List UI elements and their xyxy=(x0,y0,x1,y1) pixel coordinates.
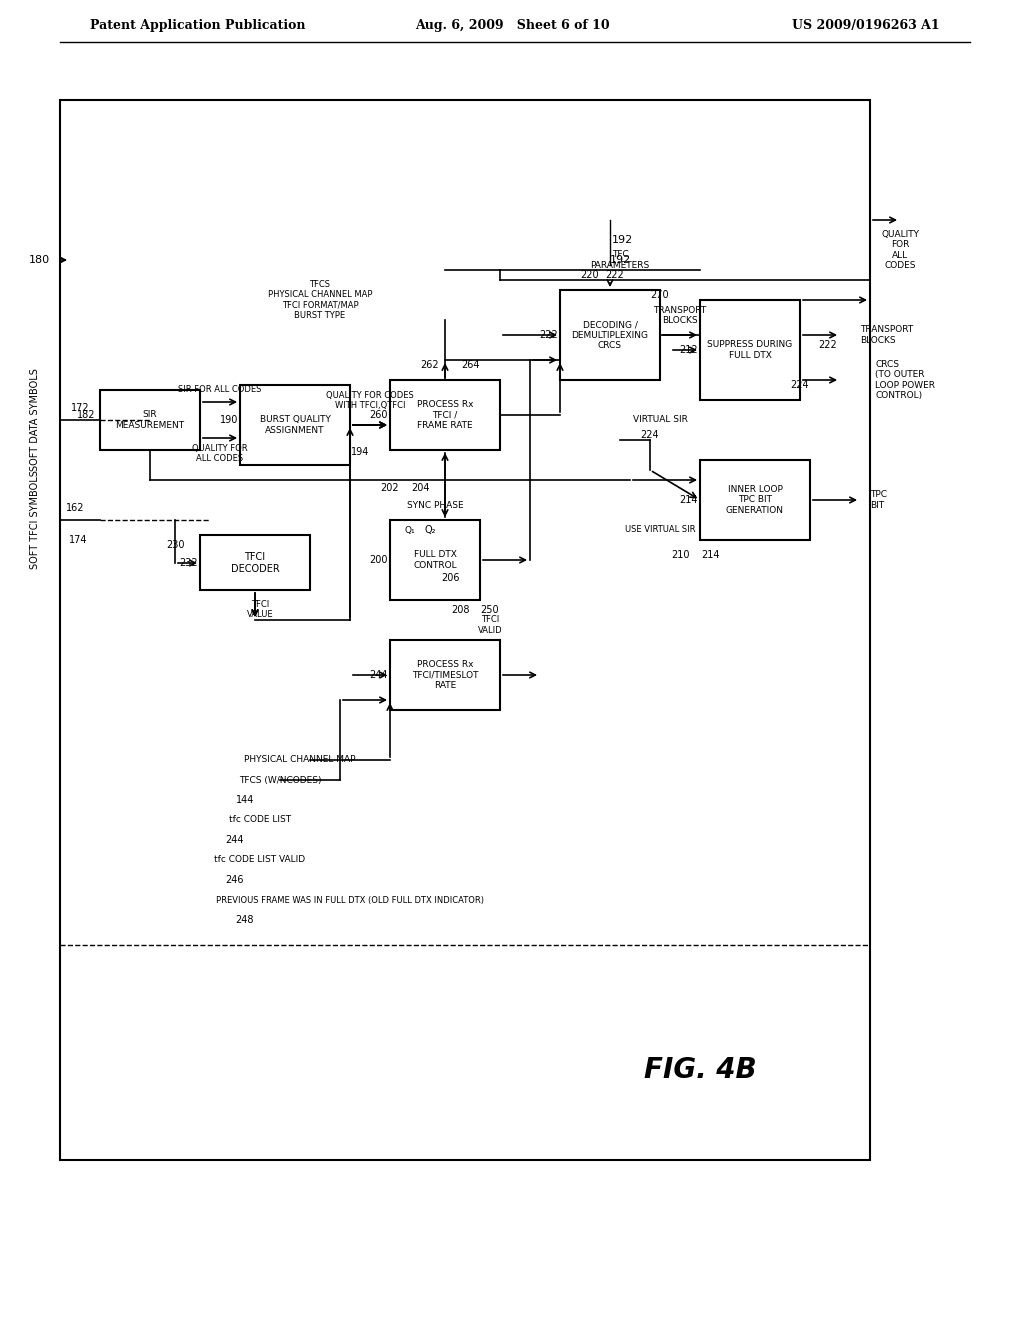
Text: tfc CODE LIST: tfc CODE LIST xyxy=(229,816,291,825)
Text: VIRTUAL SIR: VIRTUAL SIR xyxy=(633,416,687,425)
Text: TFCS (W/NCODES): TFCS (W/NCODES) xyxy=(239,776,322,784)
Bar xyxy=(390,520,480,601)
Text: SOFT DATA SYMBOLS: SOFT DATA SYMBOLS xyxy=(30,368,40,471)
Bar xyxy=(560,290,660,380)
Text: TFCS
PHYSICAL CHANNEL MAP
TFCI FORMAT/MAP
BURST TYPE: TFCS PHYSICAL CHANNEL MAP TFCI FORMAT/MA… xyxy=(267,280,373,321)
Text: US 2009/0196263 A1: US 2009/0196263 A1 xyxy=(793,18,940,32)
Text: 202: 202 xyxy=(381,483,399,492)
Text: QUALITY FOR
ALL CODES: QUALITY FOR ALL CODES xyxy=(193,444,248,463)
Text: 270: 270 xyxy=(650,290,670,300)
Text: USE VIRTUAL SIR: USE VIRTUAL SIR xyxy=(625,525,695,535)
Text: 162: 162 xyxy=(66,503,84,513)
Text: TPC
BIT: TPC BIT xyxy=(870,490,887,510)
Text: 244: 244 xyxy=(370,671,388,680)
Text: 210: 210 xyxy=(671,550,689,560)
Text: 180: 180 xyxy=(29,255,50,265)
Text: SOFT TFCI SYMBOLS: SOFT TFCI SYMBOLS xyxy=(30,470,40,569)
Bar xyxy=(200,535,310,590)
Text: 144: 144 xyxy=(236,795,254,805)
Bar xyxy=(240,385,350,465)
Text: TFCI
VALID: TFCI VALID xyxy=(477,615,503,635)
Text: TFCI
DECODER: TFCI DECODER xyxy=(230,552,280,574)
Text: QUALITY FOR CODES
WITH TFCI,QTFCI: QUALITY FOR CODES WITH TFCI,QTFCI xyxy=(326,391,414,411)
Text: 260: 260 xyxy=(370,411,388,420)
Text: CRCS
(TO OUTER
LOOP POWER
CONTROL): CRCS (TO OUTER LOOP POWER CONTROL) xyxy=(874,360,935,400)
Text: SIR FOR ALL CODES: SIR FOR ALL CODES xyxy=(178,385,262,393)
Text: 250: 250 xyxy=(480,605,500,615)
Text: SUPPRESS DURING
FULL DTX: SUPPRESS DURING FULL DTX xyxy=(708,341,793,360)
Text: 208: 208 xyxy=(451,605,469,615)
Text: BURST QUALITY
ASSIGNMENT: BURST QUALITY ASSIGNMENT xyxy=(259,416,331,434)
Text: 200: 200 xyxy=(370,554,388,565)
Text: 192: 192 xyxy=(612,235,633,246)
Text: INNER LOOP
TPC BIT
GENERATION: INNER LOOP TPC BIT GENERATION xyxy=(726,486,784,515)
Bar xyxy=(390,640,500,710)
Text: TRANSPORT
BLOCKS: TRANSPORT BLOCKS xyxy=(653,306,707,325)
Bar xyxy=(700,459,810,540)
Text: 246: 246 xyxy=(225,875,245,884)
Text: PREVIOUS FRAME WAS IN FULL DTX (OLD FULL DTX INDICATOR): PREVIOUS FRAME WAS IN FULL DTX (OLD FULL… xyxy=(216,895,484,904)
Text: PROCESS Rx
TFCI/TIMESLOT
RATE: PROCESS Rx TFCI/TIMESLOT RATE xyxy=(412,660,478,690)
Text: 222: 222 xyxy=(605,271,625,280)
Text: 214: 214 xyxy=(700,550,719,560)
Text: 224: 224 xyxy=(791,380,809,389)
Text: 174: 174 xyxy=(69,535,87,545)
Text: TFCI
VALUE: TFCI VALUE xyxy=(247,601,273,619)
Text: TRANSPORT
BLOCKS: TRANSPORT BLOCKS xyxy=(860,325,913,345)
Text: FIG. 4B: FIG. 4B xyxy=(644,1056,757,1084)
Text: 232: 232 xyxy=(179,558,198,568)
Text: tfc CODE LIST VALID: tfc CODE LIST VALID xyxy=(214,855,305,865)
Text: 212: 212 xyxy=(679,345,698,355)
Text: Q₂: Q₂ xyxy=(424,525,436,535)
Text: 204: 204 xyxy=(411,483,429,492)
Text: FULL DTX
CONTROL: FULL DTX CONTROL xyxy=(414,550,457,570)
Bar xyxy=(390,380,500,450)
Text: SYNC PHASE: SYNC PHASE xyxy=(407,500,463,510)
Text: 194: 194 xyxy=(351,447,370,457)
Text: 190: 190 xyxy=(219,414,238,425)
Bar xyxy=(700,300,800,400)
Text: 244: 244 xyxy=(225,836,245,845)
Text: Aug. 6, 2009   Sheet 6 of 10: Aug. 6, 2009 Sheet 6 of 10 xyxy=(415,18,609,32)
Text: 172: 172 xyxy=(71,403,89,413)
Bar xyxy=(100,389,200,450)
Text: DECODING /
DEMULTIPLEXING
CRCS: DECODING / DEMULTIPLEXING CRCS xyxy=(571,321,648,350)
Text: 248: 248 xyxy=(236,915,254,925)
Text: 222: 222 xyxy=(818,341,838,350)
Text: 222: 222 xyxy=(540,330,558,341)
Text: 192: 192 xyxy=(609,255,631,265)
Bar xyxy=(60,100,870,1160)
Text: Patent Application Publication: Patent Application Publication xyxy=(90,18,305,32)
Text: 224: 224 xyxy=(641,430,659,440)
Text: 262: 262 xyxy=(421,360,439,370)
Text: 230: 230 xyxy=(167,540,185,550)
Text: PHYSICAL CHANNEL MAP: PHYSICAL CHANNEL MAP xyxy=(245,755,355,764)
Text: 182: 182 xyxy=(77,411,95,420)
Text: Q₁: Q₁ xyxy=(404,525,416,535)
Text: 214: 214 xyxy=(680,495,698,506)
Text: PROCESS Rx
TFCI /
FRAME RATE: PROCESS Rx TFCI / FRAME RATE xyxy=(417,400,473,430)
Text: 220: 220 xyxy=(581,271,599,280)
Text: SIR
MEASUREMENT: SIR MEASUREMENT xyxy=(116,411,184,430)
Text: 206: 206 xyxy=(440,573,459,583)
Text: TFC
PARAMETERS: TFC PARAMETERS xyxy=(591,251,649,269)
Text: QUALITY
FOR
ALL
CODES: QUALITY FOR ALL CODES xyxy=(881,230,919,271)
Text: 264: 264 xyxy=(461,360,479,370)
